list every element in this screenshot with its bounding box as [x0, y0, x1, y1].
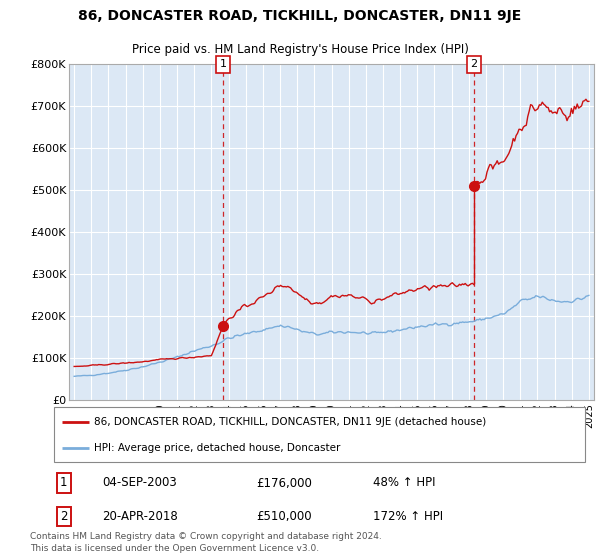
Text: 86, DONCASTER ROAD, TICKHILL, DONCASTER, DN11 9JE: 86, DONCASTER ROAD, TICKHILL, DONCASTER,… [79, 10, 521, 24]
Text: Contains HM Land Registry data © Crown copyright and database right 2024.
This d: Contains HM Land Registry data © Crown c… [30, 532, 382, 553]
Text: 04-SEP-2003: 04-SEP-2003 [102, 477, 176, 489]
Text: HPI: Average price, detached house, Doncaster: HPI: Average price, detached house, Donc… [94, 443, 340, 452]
Text: 48% ↑ HPI: 48% ↑ HPI [373, 477, 435, 489]
FancyBboxPatch shape [54, 407, 585, 462]
Text: 1: 1 [220, 59, 226, 69]
Text: 86, DONCASTER ROAD, TICKHILL, DONCASTER, DN11 9JE (detached house): 86, DONCASTER ROAD, TICKHILL, DONCASTER,… [94, 418, 486, 427]
Text: 20-APR-2018: 20-APR-2018 [102, 510, 178, 523]
Text: 172% ↑ HPI: 172% ↑ HPI [373, 510, 443, 523]
Text: 1: 1 [60, 477, 67, 489]
Text: Price paid vs. HM Land Registry's House Price Index (HPI): Price paid vs. HM Land Registry's House … [131, 43, 469, 56]
Text: 2: 2 [470, 59, 478, 69]
Text: 2: 2 [60, 510, 67, 523]
Text: £510,000: £510,000 [256, 510, 311, 523]
Text: £176,000: £176,000 [256, 477, 311, 489]
